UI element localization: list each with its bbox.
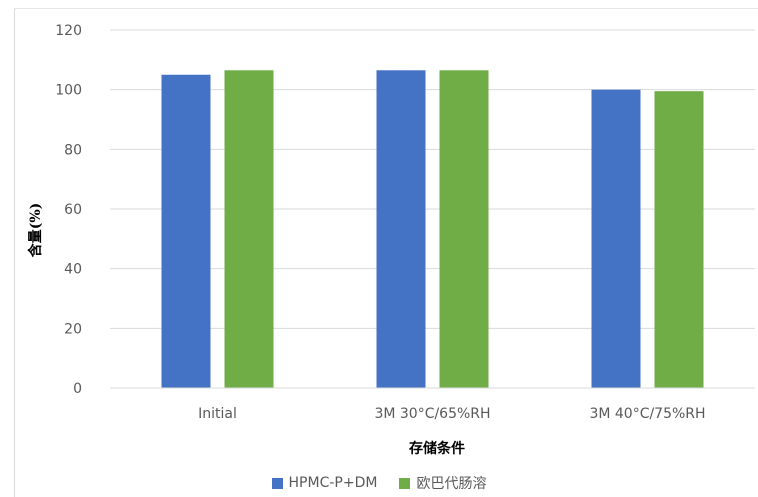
- y-tick-label: 60: [64, 202, 82, 218]
- legend-swatch-series-1: [271, 477, 283, 489]
- y-tick-label: 40: [64, 262, 82, 278]
- bars: [161, 70, 704, 389]
- y-tick-label: 0: [73, 381, 82, 397]
- legend-label-series-1: HPMC-P+DM: [288, 475, 378, 491]
- x-tick-label: 3M 30°C/65%RH: [374, 406, 490, 422]
- y-tick-label: 20: [64, 321, 82, 337]
- legend-item-series-1: HPMC-P+DM: [271, 475, 378, 491]
- y-tick-label: 120: [55, 23, 82, 39]
- x-tick-label: 3M 40°C/75%RH: [589, 406, 705, 422]
- y-tick-label: 100: [55, 83, 82, 99]
- legend-item-series-2: 欧巴代肠溶: [399, 473, 486, 493]
- bar-series-1-2: [376, 70, 426, 389]
- legend-swatch-series-2: [399, 477, 411, 489]
- legend: HPMC-P+DM 欧巴代肠溶: [0, 472, 758, 494]
- bar-series-2-1: [224, 70, 274, 389]
- bar-chart: 0 20 40 60 80 100 120 Initial 3M 30°C/65%RH 3M 4…: [27, 23, 755, 457]
- chart-frame: [14, 8, 758, 497]
- x-axis-ticks: Initial 3M 30°C/65%RH 3M 40°C/75%RH: [198, 406, 705, 422]
- x-tick-label: Initial: [198, 406, 237, 422]
- bar-series-1-3: [591, 89, 641, 389]
- bar-series-2-3: [654, 91, 704, 389]
- bar-series-1-1: [161, 74, 211, 388]
- y-tick-label: 80: [64, 142, 82, 158]
- bar-series-2-2: [439, 70, 489, 389]
- y-axis-ticks: 0 20 40 60 80 100 120: [55, 23, 82, 397]
- x-axis-title: 存储条件: [409, 440, 465, 457]
- legend-label-series-2: 欧巴代肠溶: [416, 476, 487, 492]
- y-axis-title: 含量(%): [27, 203, 44, 258]
